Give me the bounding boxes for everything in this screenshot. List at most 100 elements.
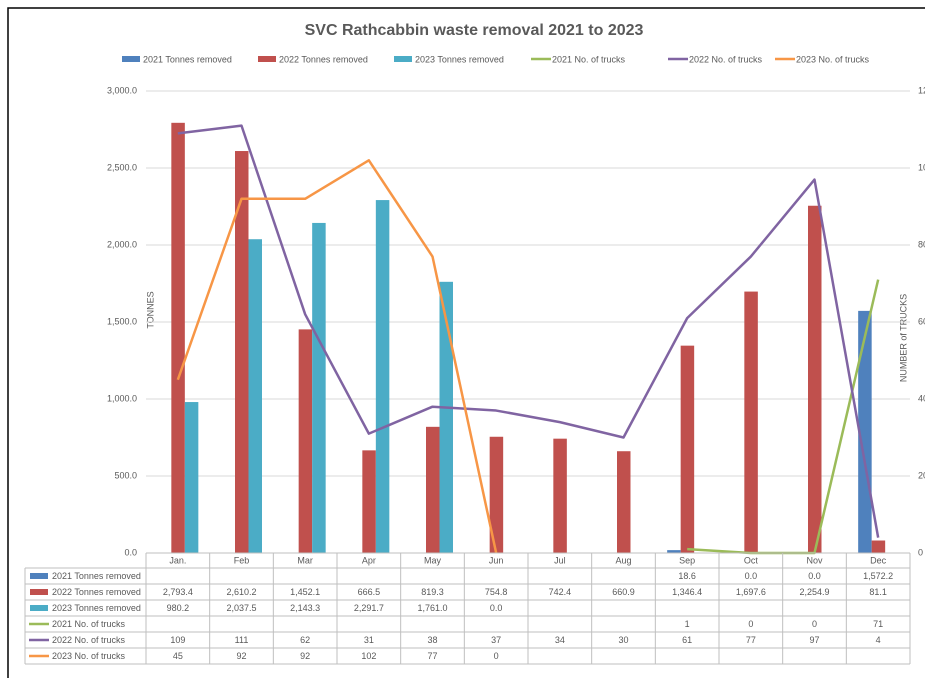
bar: [617, 451, 631, 553]
bar: [667, 550, 681, 553]
table-cell: 2,610.2: [226, 587, 256, 597]
table-cell: 77: [746, 635, 756, 645]
table-cell: 0.0: [745, 571, 758, 581]
bar: [871, 540, 886, 553]
legend-swatch: [122, 56, 140, 62]
y-tick-label: 1,500.0: [107, 316, 137, 326]
line: [177, 124, 880, 538]
table-cell: 0: [748, 619, 753, 629]
table-cell: 45: [173, 651, 183, 661]
table-cell: 61: [682, 635, 692, 645]
table-cell: 102: [361, 651, 376, 661]
table-cell: 2,793.4: [163, 587, 193, 597]
table-cell: 819.3: [421, 587, 444, 597]
bar: [235, 151, 249, 553]
table-cell: 30: [618, 635, 628, 645]
x-tick-label: Aug: [615, 555, 631, 565]
table-cell: 1,761.0: [417, 603, 447, 613]
table-cell: 77: [427, 651, 437, 661]
legend-label: 2022 Tonnes removed: [279, 54, 368, 64]
bar: [744, 291, 758, 553]
y-axis-title: TONNES: [145, 291, 155, 328]
table-legend-swatch: [30, 573, 48, 579]
y2-tick-label: 120: [918, 85, 925, 95]
y2-tick-label: 80: [918, 239, 925, 249]
table-cell: 97: [809, 635, 819, 645]
y2-axis-title: NUMBER of TRUCKS: [898, 294, 908, 382]
chart-title: SVC Rathcabbin waste removal 2021 to 202…: [305, 22, 644, 39]
table-cell: 92: [300, 651, 310, 661]
legend-label: 2021 Tonnes removed: [143, 54, 232, 64]
x-tick-label: Mar: [297, 555, 313, 565]
y2-tick-label: 100: [918, 162, 925, 172]
table-cell: 666.5: [358, 587, 381, 597]
bar: [171, 122, 185, 553]
bar: [375, 200, 390, 554]
table-cell: 660.9: [612, 587, 635, 597]
table-cell: 2,254.9: [799, 587, 829, 597]
x-tick-label: Sep: [679, 555, 695, 565]
table-cell: 980.2: [167, 603, 190, 613]
legend-label: 2022 No. of trucks: [689, 54, 763, 64]
chart-frame: [7, 7, 925, 678]
table-cell: 2,037.5: [226, 603, 256, 613]
table-cell: 1,697.6: [736, 587, 766, 597]
x-tick-label: Dec: [870, 555, 887, 565]
table-cell: 71: [873, 619, 883, 629]
legend-label: 2023 Tonnes removed: [415, 54, 504, 64]
table-row-label: 2023 Tonnes removed: [52, 603, 141, 613]
x-tick-label: May: [424, 555, 442, 565]
x-tick-label: Jul: [554, 555, 566, 565]
table-cell: 38: [427, 635, 437, 645]
y-tick-label: 0.0: [124, 547, 137, 557]
table-cell: 111: [235, 635, 249, 645]
bar: [298, 329, 313, 553]
table-row-label: 2021 Tonnes removed: [52, 571, 141, 581]
table-cell: 1,572.2: [863, 571, 893, 581]
bar: [439, 281, 453, 553]
table-cell: 742.4: [549, 587, 572, 597]
bar: [553, 438, 567, 553]
y2-tick-label: 20: [918, 470, 925, 480]
y-tick-label: 1,000.0: [107, 393, 137, 403]
table-cell: 1: [685, 619, 690, 629]
table-cell: 4: [876, 635, 881, 645]
x-tick-label: Apr: [362, 555, 376, 565]
bar: [680, 345, 695, 553]
table-row-label: 2022 Tonnes removed: [52, 587, 141, 597]
table-cell: 109: [170, 635, 185, 645]
table-cell: 1,346.4: [672, 587, 702, 597]
x-tick-label: Oct: [744, 555, 759, 565]
y-tick-label: 2,500.0: [107, 162, 137, 172]
table-legend-swatch: [30, 589, 48, 595]
y2-tick-label: 40: [918, 393, 925, 403]
table-cell: 1,452.1: [290, 587, 320, 597]
table-cell: 81.1: [869, 587, 887, 597]
y2-tick-label: 0: [918, 547, 923, 557]
bar: [312, 222, 326, 553]
y-tick-label: 3,000.0: [107, 85, 137, 95]
x-tick-label: Jan.: [169, 555, 186, 565]
table-cell: 0.0: [490, 603, 503, 613]
table-cell: 2,291.7: [354, 603, 384, 613]
table-row-label: 2022 No. of trucks: [52, 635, 126, 645]
table-cell: 0: [812, 619, 817, 629]
x-tick-label: Feb: [234, 555, 250, 565]
table-cell: 0: [494, 651, 499, 661]
legend-swatch: [258, 56, 276, 62]
bar: [426, 426, 440, 553]
x-tick-label: Jun: [489, 555, 504, 565]
table-cell: 34: [555, 635, 565, 645]
y-tick-label: 2,000.0: [107, 239, 137, 249]
table-cell: 37: [491, 635, 501, 645]
table-row-label: 2021 No. of trucks: [52, 619, 126, 629]
legend-label: 2021 No. of trucks: [552, 54, 626, 64]
bar: [489, 436, 504, 553]
y-tick-label: 500.0: [114, 470, 137, 480]
table-cell: 92: [236, 651, 246, 661]
table-cell: 0.0: [808, 571, 821, 581]
legend-swatch: [394, 56, 412, 62]
legend-label: 2023 No. of trucks: [796, 54, 870, 64]
table-cell: 62: [300, 635, 310, 645]
